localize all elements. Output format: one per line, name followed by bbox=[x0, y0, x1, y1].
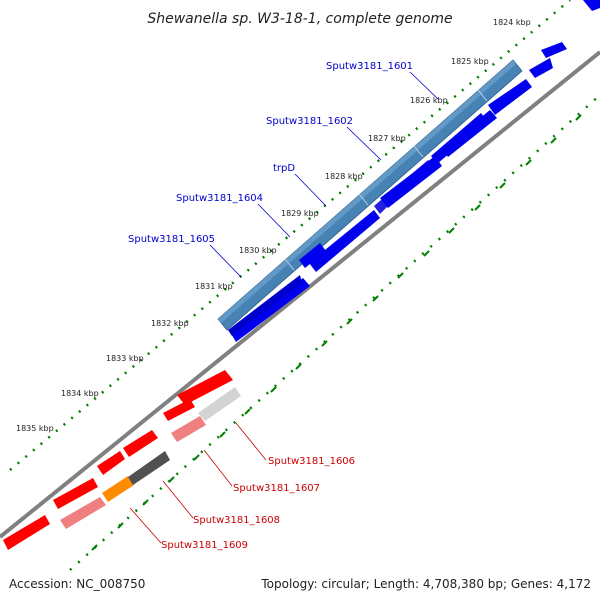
gene-label-sputw3181-1602: Sputw3181_1602 bbox=[266, 116, 353, 127]
tick-label: 1835 kbp bbox=[16, 424, 54, 433]
accession-label: Accession: NC_008750 bbox=[9, 577, 146, 591]
tick-label: 1834 kbp bbox=[61, 389, 99, 398]
tick-label: 1832 kbp bbox=[151, 319, 189, 328]
tick-label: 1833 kbp bbox=[106, 354, 144, 363]
gene-label-sputw3181-1604: Sputw3181_1604 bbox=[176, 193, 263, 204]
map-title: Shewanella sp. W3-18-1, complete genome bbox=[147, 11, 452, 27]
genome-backbone bbox=[0, 50, 600, 539]
inner-tick-track bbox=[69, 94, 600, 571]
tick-label: 1828 kbp bbox=[325, 172, 363, 181]
outer-tick-track bbox=[9, 0, 571, 471]
tick-label: 1825 kbp bbox=[451, 57, 489, 66]
tick-label: 1831 kbp bbox=[195, 282, 233, 291]
forward-cds-arrows bbox=[228, 0, 600, 342]
tick-label: 1827 kbp bbox=[368, 134, 406, 143]
gene-label-sputw3181-1608: Sputw3181_1608 bbox=[193, 515, 280, 526]
forward-gene-labels: Sputw3181_1601 Sputw3181_1602 trpD Sputw… bbox=[128, 61, 439, 278]
inner-major-ticks bbox=[91, 114, 582, 551]
gene-label-sputw3181-1609: Sputw3181_1609 bbox=[161, 540, 248, 551]
reverse-cds-arrows bbox=[3, 370, 241, 550]
gene-label-sputw3181-1605: Sputw3181_1605 bbox=[128, 234, 215, 245]
tick-label: 1826 kbp bbox=[410, 96, 448, 105]
gene-label-sputw3181-1606: Sputw3181_1606 bbox=[268, 456, 355, 467]
tick-label: 1830 kbp bbox=[239, 246, 277, 255]
topology-summary: Topology: circular; Length: 4,708,380 bp… bbox=[261, 577, 591, 591]
gene-label-sputw3181-1607: Sputw3181_1607 bbox=[233, 483, 320, 494]
forward-highlight-band bbox=[217, 59, 523, 331]
tick-label: 1829 kbp bbox=[281, 209, 319, 218]
tick-label: 1824 kbp bbox=[493, 18, 531, 27]
kbp-tick-labels: 1824 kbp 1825 kbp 1826 kbp 1827 kbp 1828… bbox=[16, 18, 531, 433]
reverse-gene-labels: Sputw3181_1606 Sputw3181_1607 Sputw3181_… bbox=[129, 422, 355, 551]
gene-label-sputw3181-1601: Sputw3181_1601 bbox=[326, 61, 413, 72]
gene-label-trpd: trpD bbox=[273, 163, 295, 174]
